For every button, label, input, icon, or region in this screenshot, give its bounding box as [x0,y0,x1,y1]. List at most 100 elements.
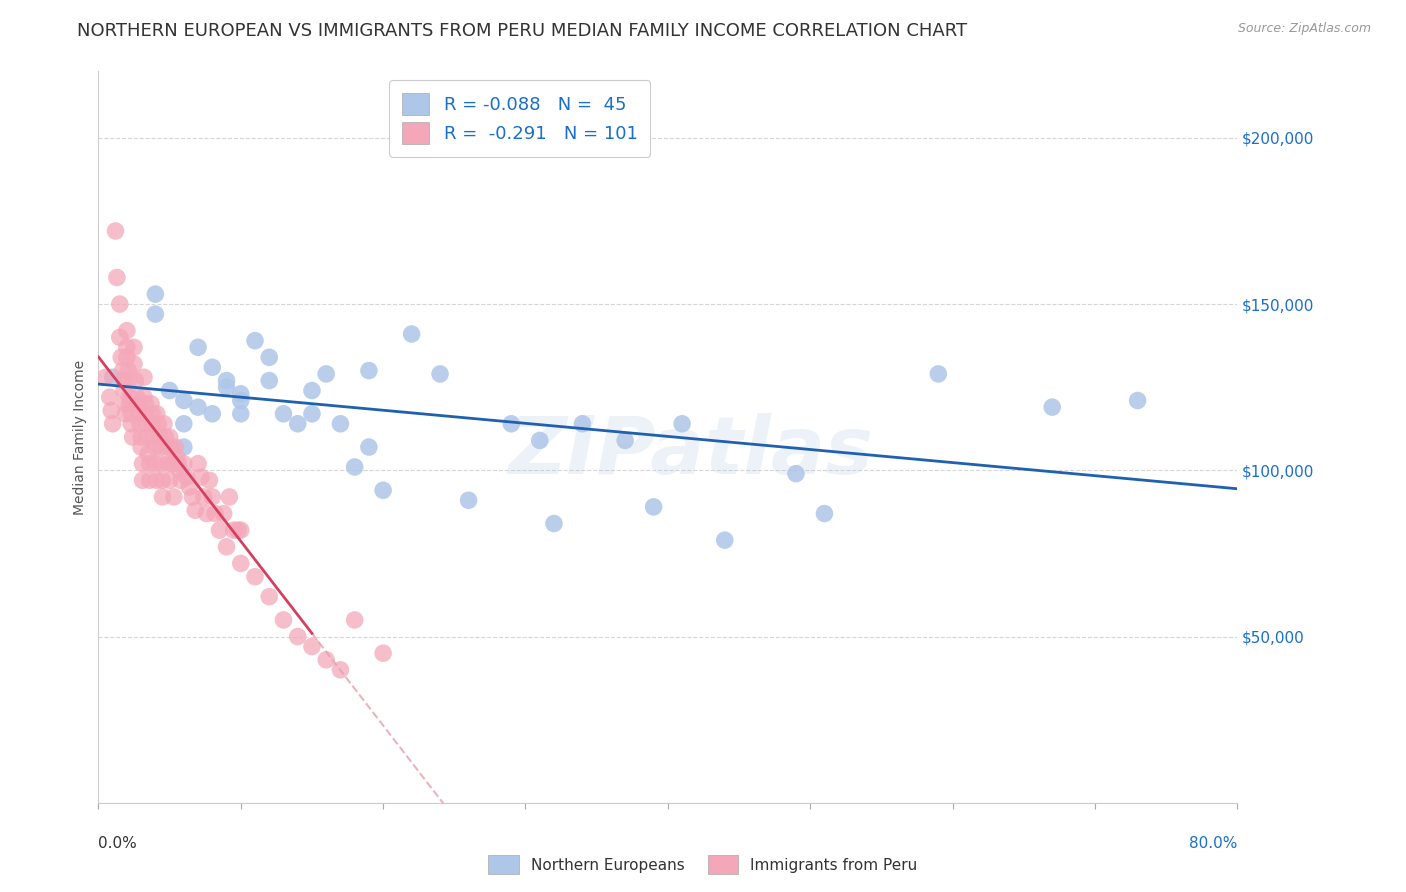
Point [373,483,395,498]
Point [208,523,231,537]
Point [198,473,221,487]
Point [315,367,337,381]
Point [243,334,266,348]
Point [156,440,179,454]
Point [94,370,117,384]
Point [173,440,195,454]
Point [129,440,152,454]
Point [134,407,156,421]
Point [111,363,134,377]
Point [150,440,173,454]
Point [173,417,195,431]
Point [160,440,183,454]
Point [287,417,309,431]
Point [112,384,135,398]
Point [122,357,145,371]
Point [401,326,423,341]
Point [301,384,323,398]
Point [127,407,149,421]
Point [108,330,131,344]
Point [136,447,159,461]
Point [259,374,281,388]
Point [115,351,138,365]
Point [159,430,181,444]
Point [100,403,122,417]
Point [155,430,177,444]
Point [141,417,163,431]
Point [187,457,209,471]
Point [165,440,187,454]
Point [159,384,181,398]
Point [218,490,240,504]
Point [229,393,252,408]
Point [148,417,170,431]
Point [301,407,323,421]
Text: Source: ZipAtlas.com: Source: ZipAtlas.com [1237,22,1371,36]
Point [104,224,127,238]
Point [101,370,124,384]
Point [142,430,165,444]
Point [927,367,949,381]
Point [259,351,281,365]
Text: 80.0%: 80.0% [1189,836,1237,851]
Point [166,450,188,464]
Point [643,500,665,514]
Point [163,490,186,504]
Text: 0.0%: 0.0% [98,836,138,851]
Point [110,351,132,365]
Point [215,374,238,388]
Point [150,457,173,471]
Point [138,473,160,487]
Y-axis label: Median Family Income: Median Family Income [73,359,87,515]
Point [120,417,142,431]
Point [139,397,162,411]
Point [117,363,139,377]
Point [243,570,266,584]
Point [543,516,565,531]
Point [149,430,172,444]
Point [145,457,167,471]
Point [135,430,157,444]
Point [187,340,209,354]
Point [813,507,835,521]
Point [127,397,149,411]
Point [229,523,252,537]
Point [357,440,380,454]
Point [201,407,224,421]
Point [153,417,176,431]
Point [117,374,139,388]
Point [159,473,181,487]
Point [138,457,160,471]
Point [343,613,366,627]
Point [132,390,155,404]
Point [128,417,150,431]
Point [204,507,226,521]
Point [429,367,451,381]
Point [114,397,136,411]
Point [259,590,281,604]
Point [201,360,224,375]
Point [162,457,184,471]
Point [157,457,180,471]
Point [115,324,138,338]
Point [226,523,249,537]
Point [501,417,523,431]
Point [1126,393,1149,408]
Point [176,470,198,484]
Point [118,397,141,411]
Point [229,557,252,571]
Point [152,490,174,504]
Point [273,613,295,627]
Point [152,473,174,487]
Point [212,507,235,521]
Point [273,407,295,421]
Point [134,397,156,411]
Point [287,630,309,644]
Point [114,407,136,421]
Point [179,480,201,494]
Point [170,473,193,487]
Point [122,340,145,354]
Point [167,457,190,471]
Point [108,297,131,311]
Point [145,287,167,301]
